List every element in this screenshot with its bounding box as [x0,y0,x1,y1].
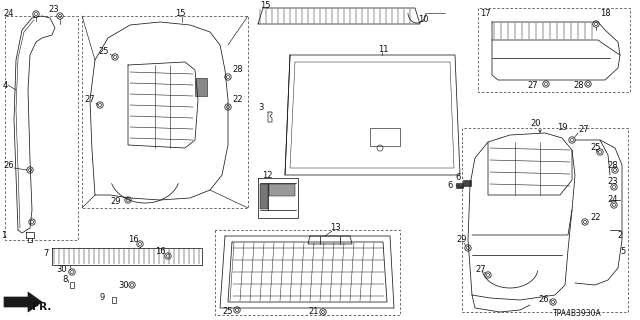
Text: 24: 24 [3,9,13,18]
Text: 27: 27 [84,95,95,105]
Text: 13: 13 [330,223,340,233]
Text: 23: 23 [607,178,618,187]
Bar [260,184,268,209]
Polygon shape [4,292,42,312]
Text: 29: 29 [456,236,467,244]
Text: 19: 19 [557,123,568,132]
Text: 26: 26 [3,161,13,170]
Text: 11: 11 [378,45,388,54]
Text: 4: 4 [3,81,8,90]
Text: 25: 25 [98,47,109,57]
Text: 28: 28 [607,161,618,170]
Text: 15: 15 [175,9,186,18]
Text: 3: 3 [258,103,264,113]
Text: FR.: FR. [32,302,51,312]
Text: 21: 21 [308,308,319,316]
Text: 28: 28 [232,66,243,75]
Text: 2: 2 [617,230,622,239]
Text: 22: 22 [232,95,243,105]
Text: 26: 26 [538,295,548,305]
Text: 1: 1 [1,231,6,241]
Text: 16: 16 [128,236,139,244]
Text: 6: 6 [447,180,452,189]
Bar [70,282,74,288]
Text: 30: 30 [118,281,129,290]
Text: 9: 9 [100,293,105,302]
Bar [456,183,463,188]
Text: 17: 17 [480,9,491,18]
Text: TPA4B3930A: TPA4B3930A [553,308,602,317]
Bar [195,78,207,96]
Text: 28: 28 [573,81,584,90]
Text: 12: 12 [262,171,273,180]
Text: 29: 29 [110,197,120,206]
Text: 16: 16 [155,247,166,257]
Text: 27: 27 [578,125,589,134]
Text: 20: 20 [530,118,541,127]
Text: 24: 24 [607,196,618,204]
Text: 8: 8 [62,276,67,284]
Bar [463,180,471,186]
Text: 25: 25 [590,143,600,153]
Text: 30: 30 [56,266,67,275]
Text: 18: 18 [600,9,611,18]
Text: 10: 10 [418,15,429,25]
Bar [269,184,295,196]
Bar [112,297,116,303]
Text: 23: 23 [48,5,59,14]
Text: 27: 27 [475,266,486,275]
Text: 15: 15 [260,1,271,10]
Bar [370,128,400,146]
Text: 7: 7 [43,249,49,258]
Text: 6: 6 [455,173,460,182]
Text: 5: 5 [620,247,625,257]
Text: 25: 25 [222,308,232,316]
Text: 22: 22 [590,213,600,222]
Text: 27: 27 [527,81,538,90]
